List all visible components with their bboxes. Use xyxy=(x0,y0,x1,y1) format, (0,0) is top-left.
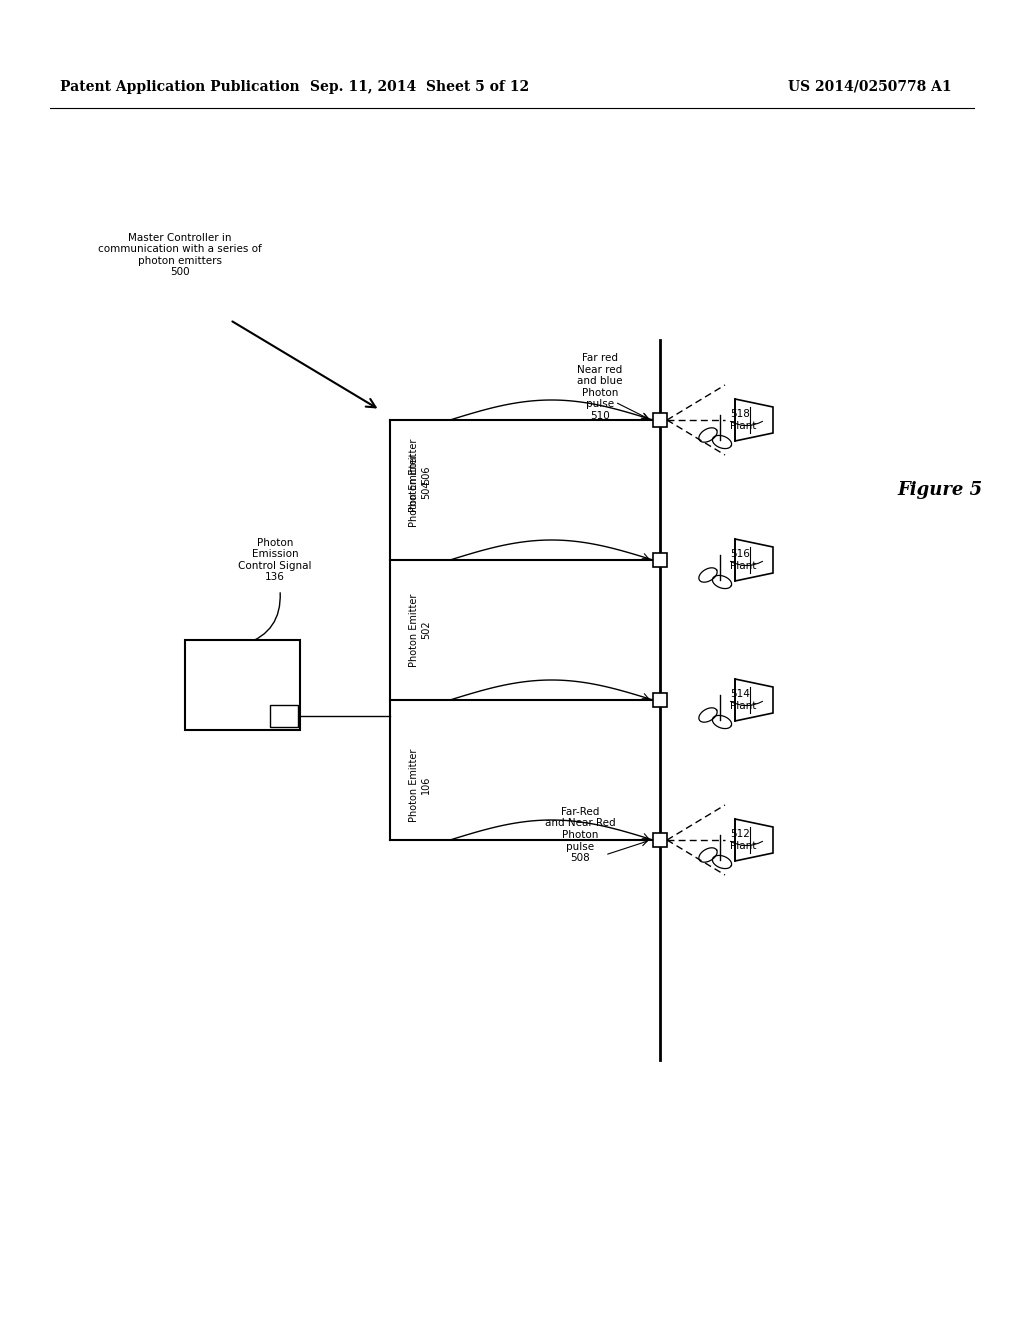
Text: Far red
Near red
and blue
Photon
pulse
510: Far red Near red and blue Photon pulse 5… xyxy=(578,352,623,421)
Text: 512
Plant: 512 Plant xyxy=(730,829,757,851)
Bar xyxy=(653,413,667,426)
Text: Master Controller in
communication with a series of
photon emitters
500: Master Controller in communication with … xyxy=(98,232,262,277)
Text: US 2014/0250778 A1: US 2014/0250778 A1 xyxy=(788,81,952,94)
Bar xyxy=(270,705,298,727)
Text: 104: 104 xyxy=(274,711,293,721)
Text: Master Logic
Controller
102: Master Logic Controller 102 xyxy=(198,668,264,702)
Text: Photon Emitter
502: Photon Emitter 502 xyxy=(410,593,431,667)
Bar xyxy=(653,833,667,847)
Text: Photon Emitter
506: Photon Emitter 506 xyxy=(410,438,431,512)
Bar xyxy=(653,693,667,708)
Text: Far-Red
and Near Red
Photon
pulse
508: Far-Red and Near Red Photon pulse 508 xyxy=(545,807,615,863)
Bar xyxy=(653,553,667,568)
Text: Photon Emitter
504: Photon Emitter 504 xyxy=(410,453,431,527)
Bar xyxy=(185,640,300,730)
Text: 514
Plant: 514 Plant xyxy=(730,689,757,710)
Text: Patent Application Publication: Patent Application Publication xyxy=(60,81,300,94)
Text: 518
Plant: 518 Plant xyxy=(730,409,757,430)
Text: Photon Emitter
106: Photon Emitter 106 xyxy=(410,748,431,821)
Text: 516
Plant: 516 Plant xyxy=(730,549,757,570)
Text: Photon
Emission
Control Signal
136: Photon Emission Control Signal 136 xyxy=(239,537,311,582)
Text: Figure 5: Figure 5 xyxy=(897,480,983,499)
Text: Sep. 11, 2014  Sheet 5 of 12: Sep. 11, 2014 Sheet 5 of 12 xyxy=(310,81,529,94)
